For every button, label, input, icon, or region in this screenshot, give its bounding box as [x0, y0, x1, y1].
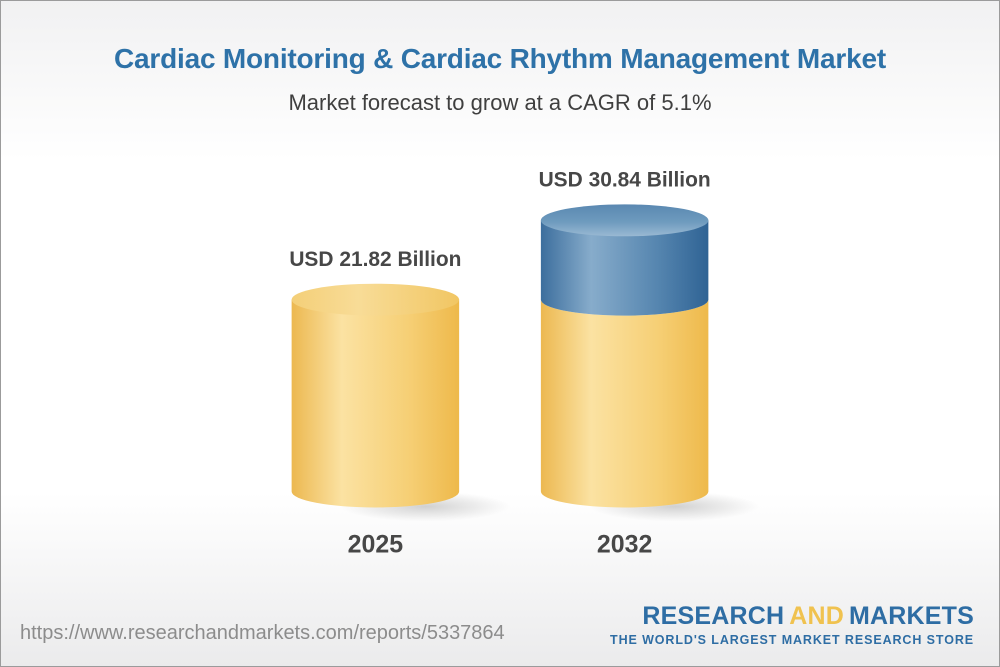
- cylinder-2025: [291, 283, 510, 522]
- cylinder-2032: [540, 204, 760, 522]
- brand-logo-wordmark: RESEARCH AND MARKETS: [610, 602, 974, 631]
- cylinder-top-face: [540, 204, 709, 237]
- cylinder-top-face: [291, 283, 460, 316]
- report-url: https://www.researchandmarkets.com/repor…: [20, 622, 505, 644]
- brand-logo: RESEARCH AND MARKETS THE WORLD'S LARGEST M…: [610, 602, 974, 647]
- category-label-2025: 2025: [348, 530, 404, 558]
- base-segment: [291, 299, 460, 508]
- base-segment: [540, 299, 709, 508]
- brand-logo-tagline: THE WORLD'S LARGEST MARKET RESEARCH STOR…: [610, 633, 974, 647]
- chart-title: Cardiac Monitoring & Cardiac Rhythm Mana…: [114, 43, 886, 74]
- logo-word-and: AND: [789, 602, 844, 630]
- category-label-2032: 2032: [597, 530, 652, 558]
- value-label-2032: USD 30.84 Billion: [539, 168, 711, 191]
- chart-subtitle: Market forecast to grow at a CAGR of 5.1…: [288, 90, 712, 115]
- growth-segment: [540, 220, 709, 316]
- logo-word-research: RESEARCH: [642, 602, 785, 630]
- logo-word-markets: MARKETS: [848, 602, 974, 630]
- value-label-2025: USD 21.82 Billion: [289, 248, 461, 271]
